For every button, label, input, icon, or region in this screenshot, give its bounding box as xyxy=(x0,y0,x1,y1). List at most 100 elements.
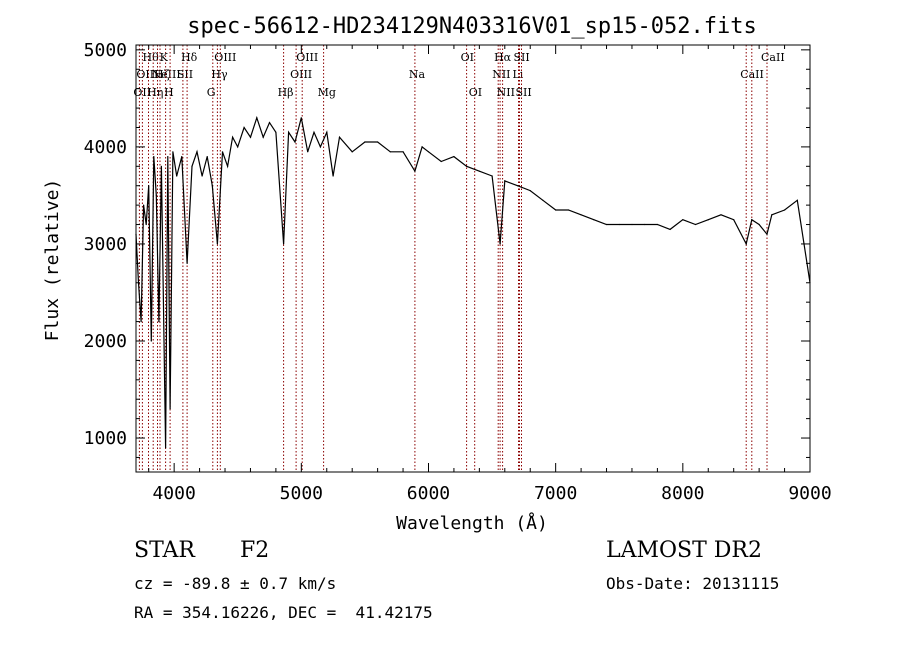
object-class: STAR xyxy=(134,538,195,563)
x-axis: 4000 5000 6000 7000 8000 9000 xyxy=(148,45,832,504)
spectrum-point xyxy=(389,151,391,153)
marker-label: Hγ xyxy=(211,68,228,81)
spectrum-point xyxy=(201,175,203,177)
plot-frame xyxy=(135,44,811,473)
marker-label: NII xyxy=(497,86,515,99)
spectrum-point xyxy=(307,151,309,153)
marker-label: NII xyxy=(492,68,510,81)
spectrum-point xyxy=(148,185,150,187)
spectrum-point xyxy=(140,321,142,323)
spectrum-point xyxy=(414,170,416,172)
spectrum-point xyxy=(377,141,379,143)
spectrum-point xyxy=(268,122,271,124)
spectrum-point xyxy=(211,185,213,187)
spectrum-point xyxy=(453,156,455,158)
spectrum-point xyxy=(206,156,208,158)
x-axis-label: Wavelength (Å) xyxy=(396,512,548,534)
y-tick-label: 5000 xyxy=(84,40,127,61)
spectrum-point xyxy=(516,185,519,187)
spectrum-point xyxy=(605,223,608,226)
spectrum-point xyxy=(153,156,155,158)
spectrum-point xyxy=(771,214,773,216)
spectrum-point xyxy=(300,117,302,119)
spectrum-point xyxy=(402,151,404,153)
spectrum-point xyxy=(580,214,582,216)
spectrum-point xyxy=(249,136,252,138)
spectrum-point xyxy=(167,156,169,158)
marker-label: CaII xyxy=(761,51,785,64)
spectrum-point xyxy=(682,219,684,221)
spectrum-point xyxy=(669,228,671,230)
spectrum-point xyxy=(221,151,224,153)
marker-label: OII xyxy=(133,86,151,99)
spectrum-point xyxy=(751,219,753,221)
spectrum-point xyxy=(707,219,709,221)
marker-label: H xyxy=(164,86,174,99)
spectrum-point xyxy=(294,141,296,143)
spectrum-point xyxy=(313,131,315,133)
spectrum-point xyxy=(745,243,747,245)
spectrum-point xyxy=(694,223,697,226)
spectrum-point xyxy=(504,180,506,182)
y-axis: 1000 2000 3000 4000 5000 xyxy=(84,40,810,458)
spectrum-point xyxy=(288,131,290,133)
spectrum-point xyxy=(227,165,229,167)
spectrum-point xyxy=(143,204,145,206)
marker-label: Hη xyxy=(147,86,163,99)
spectrum-point xyxy=(232,136,234,138)
spectrum-line-0 xyxy=(135,115,811,448)
marker-label: OI xyxy=(461,51,474,64)
x-tick-label: 5000 xyxy=(280,483,323,504)
spectrum-point xyxy=(440,160,442,163)
spectrum-point xyxy=(542,199,544,201)
spectrum-point xyxy=(326,131,328,133)
marker-label: Li xyxy=(513,68,524,81)
marker-label: K xyxy=(160,51,169,64)
marker-label: OIII xyxy=(290,68,312,81)
sky-coordinates: RA = 354.16226, DEC = 41.42175 xyxy=(134,603,433,622)
spectrum-point xyxy=(262,136,264,138)
spectrum-point xyxy=(766,233,768,235)
observation-date: Obs-Date: 20131115 xyxy=(606,574,780,593)
spectrum-point xyxy=(165,447,167,449)
spectrum-point xyxy=(567,209,570,211)
y-tick-label: 4000 xyxy=(84,137,127,158)
spectrum-point xyxy=(466,165,468,167)
spectrum-point xyxy=(618,223,620,226)
spectrum-point xyxy=(593,219,595,221)
spectrum-point xyxy=(155,194,157,196)
spectrum-point xyxy=(169,408,171,410)
spectrum-point xyxy=(427,151,430,153)
spectrum-point xyxy=(150,340,152,342)
spectrum-point xyxy=(176,175,178,177)
spectrum-point xyxy=(758,223,760,226)
marker-label: OI xyxy=(469,86,482,99)
spectrum-point xyxy=(158,321,160,323)
y-tick-label: 1000 xyxy=(84,428,127,449)
spectrum-point xyxy=(656,223,659,226)
spectrum-point xyxy=(796,199,798,201)
spectrum-point xyxy=(319,146,321,148)
marker-label: Hβ xyxy=(278,86,294,99)
spectrum-point xyxy=(216,243,218,245)
spectrum-point xyxy=(364,141,366,143)
spectrum-point xyxy=(275,131,277,133)
x-tick-label: 4000 xyxy=(152,483,195,504)
spectrum-point xyxy=(237,146,239,148)
marker-label: Na xyxy=(409,68,426,81)
y-tick-label: 3000 xyxy=(84,234,127,255)
spectrum-point xyxy=(421,146,423,148)
spectrum-point xyxy=(332,175,334,177)
marker-label: Hδ xyxy=(181,51,198,64)
spectrum-point xyxy=(555,209,557,211)
spectrum-point xyxy=(191,165,193,167)
object-subclass: F2 xyxy=(240,538,270,563)
spectrum-point xyxy=(172,151,174,153)
x-tick-label: 7000 xyxy=(534,483,577,504)
marker-label: SII xyxy=(516,86,532,99)
spectrum-point xyxy=(338,136,341,138)
y-tick-label: 2000 xyxy=(84,331,127,352)
spectrum-point xyxy=(644,223,646,226)
y-axis-label: Flux (relative) xyxy=(42,179,63,342)
